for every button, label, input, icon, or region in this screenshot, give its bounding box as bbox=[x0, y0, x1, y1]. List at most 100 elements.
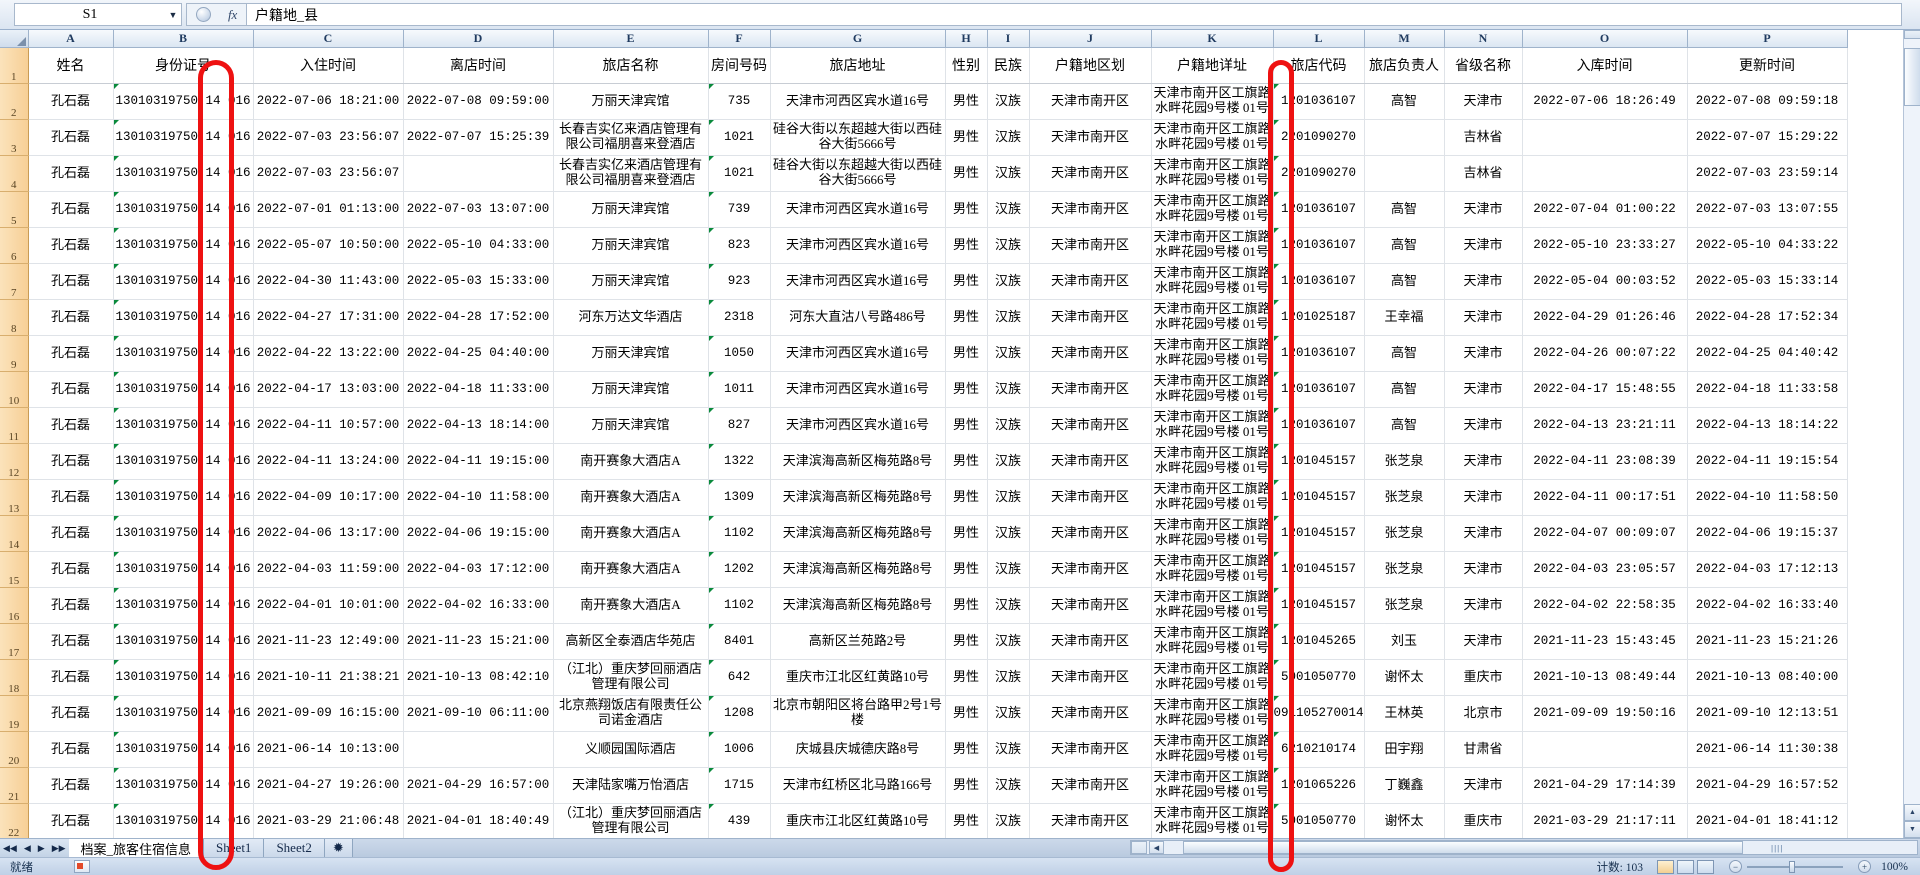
cell-O3[interactable] bbox=[1522, 119, 1688, 156]
cell-G9[interactable]: 天津市河西区宾水道16号 bbox=[770, 335, 946, 372]
cell-K7[interactable]: 天津市南开区工旗路水畔花园9号楼 01号 bbox=[1151, 263, 1274, 300]
cell-L20[interactable]: 6210210174 bbox=[1273, 731, 1365, 768]
insert-worksheet-icon[interactable]: ✹ bbox=[324, 839, 353, 857]
cell-I12[interactable]: 汉族 bbox=[987, 443, 1030, 480]
cell-D12[interactable]: 2022-04-11 19:15:00 bbox=[403, 443, 554, 480]
cell-D4[interactable] bbox=[403, 155, 554, 192]
cell-J14[interactable]: 天津市南开区 bbox=[1029, 515, 1152, 552]
name-box-dropdown-icon[interactable]: ▼ bbox=[168, 9, 178, 20]
cell-F20[interactable]: 1006 bbox=[708, 731, 771, 768]
field-header-M[interactable]: 旅店负责人 bbox=[1364, 47, 1445, 84]
cell-J19[interactable]: 天津市南开区 bbox=[1029, 695, 1152, 732]
cell-D9[interactable]: 2022-04-25 04:40:00 bbox=[403, 335, 554, 372]
cell-M17[interactable]: 刘玉 bbox=[1364, 623, 1445, 660]
cell-E20[interactable]: 义顺园国际酒店 bbox=[553, 731, 709, 768]
cell-F12[interactable]: 1322 bbox=[708, 443, 771, 480]
table-row[interactable]: 11 孔石磊 13010319750 14 016 2022-04-11 10:57:… bbox=[0, 407, 1848, 444]
row-header-14[interactable]: 14 bbox=[0, 515, 29, 552]
row-header-3[interactable]: 3 bbox=[0, 119, 29, 156]
cell-H8[interactable]: 男性 bbox=[945, 299, 988, 336]
vertical-split-handle[interactable] bbox=[1904, 30, 1920, 39]
table-row[interactable]: 15 孔石磊 13010319750 14 016 2022-04-03 11:59:… bbox=[0, 551, 1848, 588]
cell-D16[interactable]: 2022-04-02 16:33:00 bbox=[403, 587, 554, 624]
cell-O2[interactable]: 2022-07-06 18:26:49 bbox=[1522, 83, 1688, 120]
page-layout-view-icon[interactable] bbox=[1677, 859, 1694, 874]
cell-C7[interactable]: 2022-04-30 11:43:00 bbox=[253, 263, 404, 300]
cell-J6[interactable]: 天津市南开区 bbox=[1029, 227, 1152, 264]
cell-L3[interactable]: 2201090270 bbox=[1273, 119, 1365, 156]
cell-M15[interactable]: 张芝泉 bbox=[1364, 551, 1445, 588]
cell-B10[interactable]: 13010319750 14 016 bbox=[113, 371, 254, 408]
cell-P12[interactable]: 2022-04-11 19:15:54 bbox=[1687, 443, 1848, 480]
cell-N20[interactable]: 甘肃省 bbox=[1444, 731, 1523, 768]
cell-K16[interactable]: 天津市南开区工旗路水畔花园9号楼 01号 bbox=[1151, 587, 1274, 624]
cell-F21[interactable]: 1715 bbox=[708, 767, 771, 804]
table-row[interactable]: 14 孔石磊 13010319750 14 016 2022-04-06 13:17:… bbox=[0, 515, 1848, 552]
scroll-up-icon[interactable]: ▲ bbox=[1904, 804, 1920, 821]
sheet-tab-1[interactable]: Sheet1 bbox=[204, 839, 265, 857]
cell-K22[interactable]: 天津市南开区工旗路水畔花园9号楼 01号 bbox=[1151, 803, 1274, 838]
cell-L11[interactable]: 1201036107 bbox=[1273, 407, 1365, 444]
cell-I10[interactable]: 汉族 bbox=[987, 371, 1030, 408]
column-header-D[interactable]: D bbox=[403, 30, 554, 48]
cell-L16[interactable]: 1201045157 bbox=[1273, 587, 1365, 624]
cell-D14[interactable]: 2022-04-06 19:15:00 bbox=[403, 515, 554, 552]
row-header-11[interactable]: 11 bbox=[0, 407, 29, 444]
cell-J17[interactable]: 天津市南开区 bbox=[1029, 623, 1152, 660]
row-header-6[interactable]: 6 bbox=[0, 227, 29, 264]
cell-B4[interactable]: 13010319750 14 016 bbox=[113, 155, 254, 192]
field-header-N[interactable]: 省级名称 bbox=[1444, 47, 1523, 84]
table-row[interactable]: 20 孔石磊 13010319750 14 016 2021-06-14 10:13:… bbox=[0, 731, 1848, 768]
field-header-O[interactable]: 入库时间 bbox=[1522, 47, 1688, 84]
cell-D18[interactable]: 2021-10-13 08:42:10 bbox=[403, 659, 554, 696]
cell-I17[interactable]: 汉族 bbox=[987, 623, 1030, 660]
cell-C9[interactable]: 2022-04-22 13:22:00 bbox=[253, 335, 404, 372]
cell-E5[interactable]: 万丽天津宾馆 bbox=[553, 191, 709, 228]
column-header-O[interactable]: O bbox=[1522, 30, 1688, 48]
cell-C3[interactable]: 2022-07-03 23:56:07 bbox=[253, 119, 404, 156]
cell-K13[interactable]: 天津市南开区工旗路水畔花园9号楼 01号 bbox=[1151, 479, 1274, 516]
cell-G18[interactable]: 重庆市江北区红黄路10号 bbox=[770, 659, 946, 696]
cell-F3[interactable]: 1021 bbox=[708, 119, 771, 156]
cell-N11[interactable]: 天津市 bbox=[1444, 407, 1523, 444]
cell-P15[interactable]: 2022-04-03 17:12:13 bbox=[1687, 551, 1848, 588]
cell-O6[interactable]: 2022-05-10 23:33:27 bbox=[1522, 227, 1688, 264]
cell-B3[interactable]: 13010319750 14 016 bbox=[113, 119, 254, 156]
cell-C10[interactable]: 2022-04-17 13:03:00 bbox=[253, 371, 404, 408]
cell-B6[interactable]: 13010319750 14 016 bbox=[113, 227, 254, 264]
cell-L12[interactable]: 1201045157 bbox=[1273, 443, 1365, 480]
cell-N19[interactable]: 北京市 bbox=[1444, 695, 1523, 732]
cell-L18[interactable]: 5001050770 bbox=[1273, 659, 1365, 696]
scroll-left-icon[interactable]: ◀ bbox=[1149, 841, 1164, 854]
cell-G3[interactable]: 硅谷大街以东超越大街以西硅谷大街5666号 bbox=[770, 119, 946, 156]
cell-E21[interactable]: 天津陆家嘴万怡酒店 bbox=[553, 767, 709, 804]
cell-F13[interactable]: 1309 bbox=[708, 479, 771, 516]
cell-J5[interactable]: 天津市南开区 bbox=[1029, 191, 1152, 228]
cell-A8[interactable]: 孔石磊 bbox=[28, 299, 114, 336]
zoom-level-label[interactable]: 100% bbox=[1881, 860, 1908, 873]
view-mode-buttons[interactable] bbox=[1657, 859, 1724, 874]
cell-M12[interactable]: 张芝泉 bbox=[1364, 443, 1445, 480]
column-header-G[interactable]: G bbox=[770, 30, 946, 48]
cell-I9[interactable]: 汉族 bbox=[987, 335, 1030, 372]
cell-C14[interactable]: 2022-04-06 13:17:00 bbox=[253, 515, 404, 552]
field-header-I[interactable]: 民族 bbox=[987, 47, 1030, 84]
cell-P5[interactable]: 2022-07-03 13:07:55 bbox=[1687, 191, 1848, 228]
column-header-L[interactable]: L bbox=[1273, 30, 1365, 48]
cell-H14[interactable]: 男性 bbox=[945, 515, 988, 552]
cell-J22[interactable]: 天津市南开区 bbox=[1029, 803, 1152, 838]
cell-H17[interactable]: 男性 bbox=[945, 623, 988, 660]
cell-C22[interactable]: 2021-03-29 21:06:48 bbox=[253, 803, 404, 838]
cell-E4[interactable]: 长春吉实亿来酒店管理有限公司福朋喜来登酒店 bbox=[553, 155, 709, 192]
cell-J8[interactable]: 天津市南开区 bbox=[1029, 299, 1152, 336]
cell-N6[interactable]: 天津市 bbox=[1444, 227, 1523, 264]
field-header-P[interactable]: 更新时间 bbox=[1687, 47, 1848, 84]
cell-J4[interactable]: 天津市南开区 bbox=[1029, 155, 1152, 192]
cell-L10[interactable]: 1201036107 bbox=[1273, 371, 1365, 408]
cell-I3[interactable]: 汉族 bbox=[987, 119, 1030, 156]
cell-N7[interactable]: 天津市 bbox=[1444, 263, 1523, 300]
cell-C11[interactable]: 2022-04-11 10:57:00 bbox=[253, 407, 404, 444]
cell-D8[interactable]: 2022-04-28 17:52:00 bbox=[403, 299, 554, 336]
cell-G14[interactable]: 天津滨海高新区梅苑路8号 bbox=[770, 515, 946, 552]
